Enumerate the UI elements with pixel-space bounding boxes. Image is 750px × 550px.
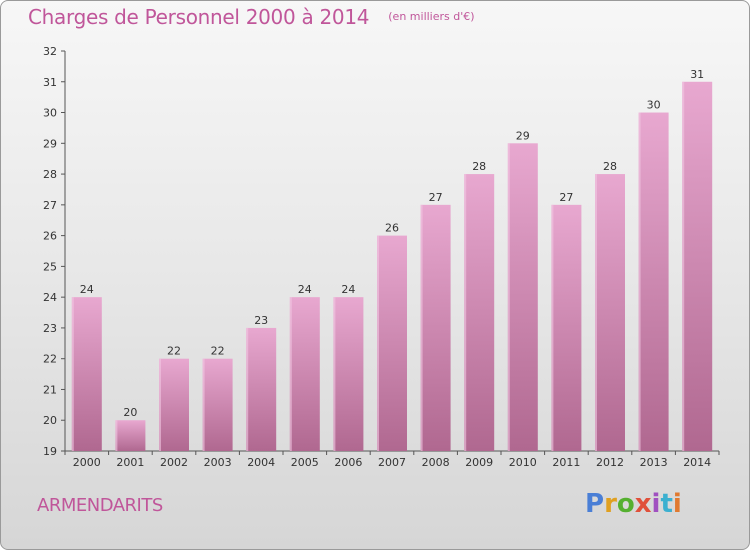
- value-label: 31: [690, 68, 704, 81]
- bar-highlight: [638, 112, 641, 452]
- chart-subtitle: (en milliers d'€): [388, 10, 475, 23]
- bar-2011: [551, 204, 582, 451]
- value-label: 29: [516, 129, 530, 142]
- value-label: 20: [123, 406, 137, 419]
- y-tick-label: 20: [43, 414, 57, 427]
- y-tick-label: 30: [43, 107, 57, 120]
- commune-name: ARMENDARITS: [37, 495, 163, 516]
- x-tick-label: 2000: [73, 456, 101, 469]
- y-tick-label: 21: [43, 383, 57, 396]
- y-tick-label: 28: [43, 168, 57, 181]
- bar-highlight: [595, 174, 597, 452]
- value-label: 24: [341, 283, 355, 296]
- bar-highlight: [464, 174, 467, 452]
- bar-highlight: [377, 235, 379, 451]
- y-tick-label: 32: [43, 45, 57, 58]
- y-tick-label: 25: [43, 260, 57, 273]
- bar-highlight: [420, 204, 423, 451]
- bar-highlight: [246, 327, 249, 451]
- x-tick-label: 2004: [247, 456, 275, 469]
- x-tick-label: 2001: [116, 456, 144, 469]
- y-tick-label: 24: [43, 291, 57, 304]
- value-label: 24: [80, 283, 94, 296]
- x-tick-label: 2011: [552, 456, 580, 469]
- bar-2004: [246, 327, 277, 451]
- bar-highlight: [333, 297, 336, 451]
- x-tick-label: 2002: [160, 456, 188, 469]
- x-tick-label: 2009: [465, 456, 493, 469]
- x-tick-label: 2006: [334, 456, 362, 469]
- bar-2008: [420, 204, 451, 451]
- chart-title: Charges de Personnel 2000 à 2014: [28, 5, 370, 29]
- bar-2005: [289, 297, 320, 451]
- title-row: Charges de Personnel 2000 à 2014 (en mil…: [28, 5, 475, 29]
- chart-labels: 2000 24 2001 20 2002 22 2003 22 2004 23 2005 24 2006…: [73, 68, 711, 469]
- y-tick-label: 27: [43, 199, 57, 212]
- value-label: 22: [211, 345, 225, 358]
- y-tick-label: 22: [43, 353, 57, 366]
- x-tick-label: 2013: [640, 456, 668, 469]
- bar-2006: [333, 297, 364, 451]
- bar-2014: [682, 81, 713, 452]
- x-tick-label: 2008: [422, 456, 450, 469]
- bar-highlight: [202, 358, 205, 451]
- bar-2009: [464, 174, 495, 452]
- value-label: 23: [254, 314, 268, 327]
- x-tick-label: 2010: [509, 456, 537, 469]
- y-tick-label: 26: [43, 230, 57, 243]
- y-tick-label: 23: [43, 322, 57, 335]
- value-label: 27: [429, 191, 443, 204]
- bar-highlight: [71, 297, 74, 451]
- value-label: 28: [603, 160, 617, 173]
- x-tick-label: 2012: [596, 456, 624, 469]
- bar-highlight: [115, 420, 118, 451]
- y-tick-label: 19: [43, 445, 57, 458]
- bar-2002: [159, 358, 189, 451]
- bar-2013: [638, 112, 669, 452]
- bar-highlight: [159, 358, 161, 451]
- bar-2000: [71, 297, 102, 451]
- value-label: 22: [167, 345, 181, 358]
- x-tick-label: 2005: [291, 456, 319, 469]
- bar-highlight: [507, 143, 510, 452]
- bar-2010: [507, 143, 538, 452]
- y-tick-label: 29: [43, 137, 57, 150]
- bar-highlight: [682, 81, 685, 452]
- bar-2001: [115, 420, 146, 451]
- x-tick-label: 2014: [683, 456, 711, 469]
- bar-highlight: [551, 204, 554, 451]
- value-label: 27: [559, 191, 573, 204]
- chart-bars: [71, 81, 713, 452]
- value-label: 26: [385, 222, 399, 235]
- bar-highlight: [289, 297, 292, 451]
- value-label: 30: [647, 99, 661, 112]
- proxiti-logo: Proxiti: [585, 489, 682, 519]
- value-label: 24: [298, 283, 312, 296]
- bar-2012: [595, 174, 625, 452]
- x-tick-label: 2007: [378, 456, 406, 469]
- bar-2003: [202, 358, 233, 451]
- bar-2007: [377, 235, 407, 451]
- x-tick-label: 2003: [204, 456, 232, 469]
- value-label: 28: [472, 160, 486, 173]
- y-tick-label: 31: [43, 76, 57, 89]
